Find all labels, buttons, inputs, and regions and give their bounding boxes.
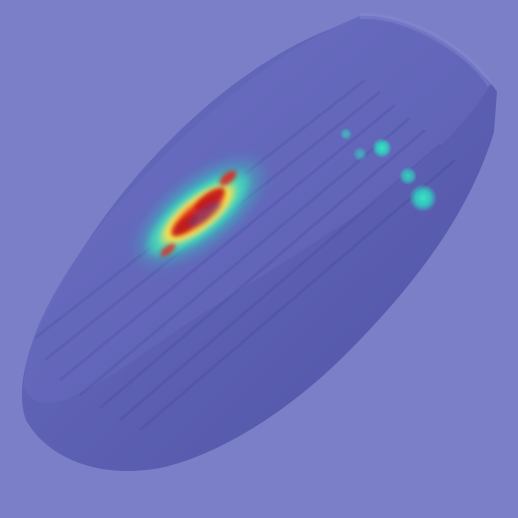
blob-5 [353,147,367,161]
disk-rim [359,12,493,87]
heatmap-speckles [160,170,237,257]
blob-1 [372,138,392,158]
blob-3 [399,167,417,185]
heatmap-overlay [131,128,437,270]
heatmap-right-blobs [340,128,437,212]
disk-top [24,15,490,404]
blob-4 [340,128,352,140]
blob-2 [409,184,437,212]
